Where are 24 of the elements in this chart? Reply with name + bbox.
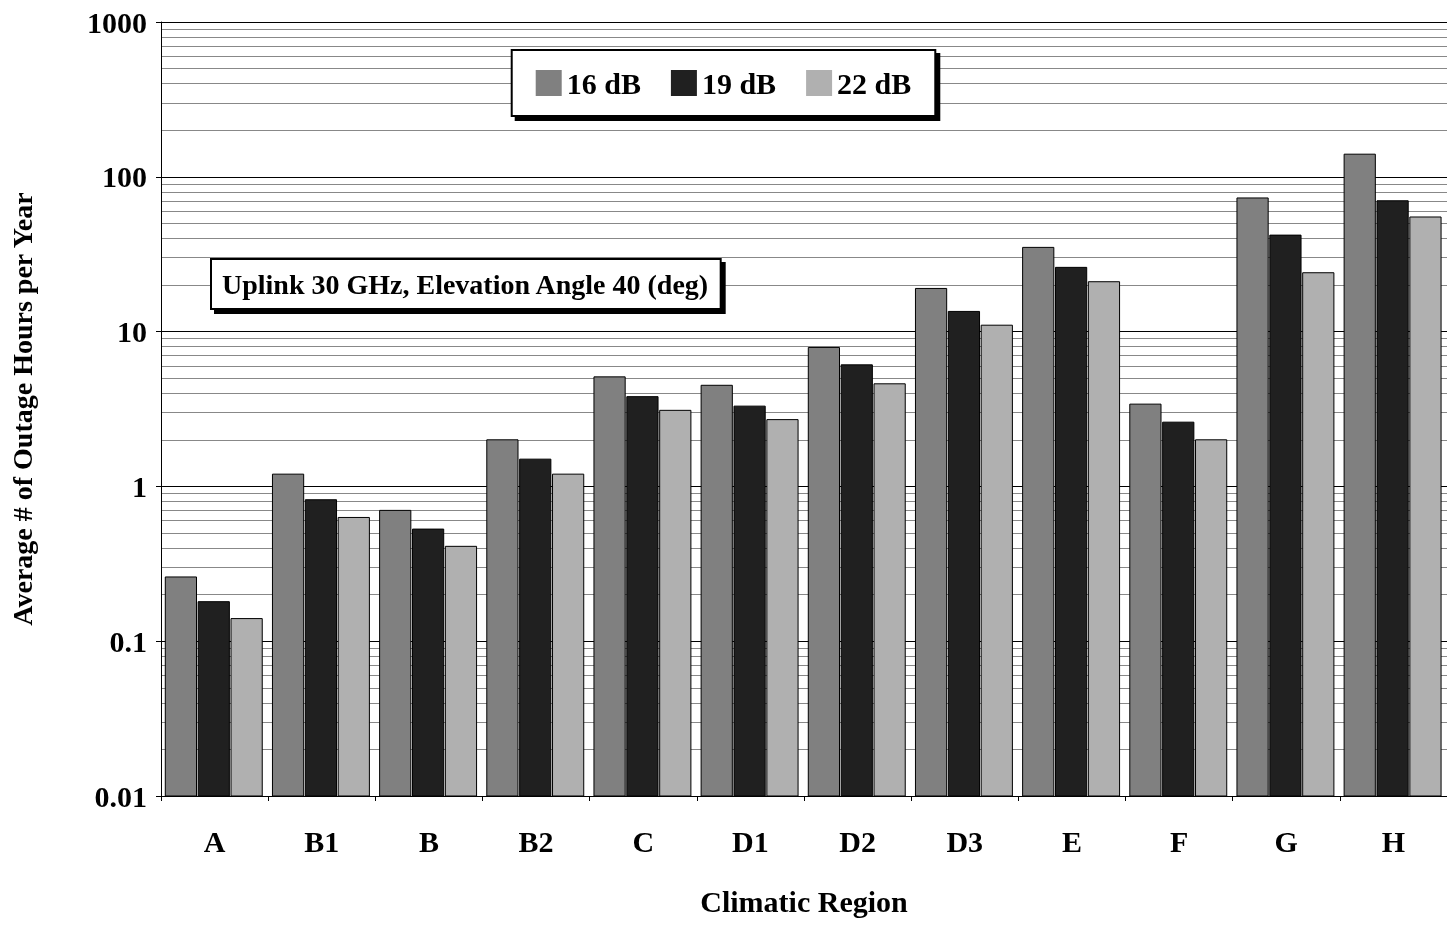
y-axis-title: Average # of Outage Hours per Year bbox=[6, 192, 38, 626]
x-tick-label: D1 bbox=[732, 824, 769, 858]
y-tick-label: 0.1 bbox=[109, 624, 147, 658]
x-tick-label: D2 bbox=[839, 824, 876, 858]
x-tick-label: D3 bbox=[946, 824, 984, 858]
x-tick-label: B bbox=[418, 824, 439, 858]
x-tick-label: G bbox=[1274, 824, 1298, 858]
x-tick-label: H bbox=[1381, 824, 1406, 858]
x-axis-title: Climatic Region bbox=[700, 884, 909, 918]
x-tick-label: E bbox=[1061, 824, 1082, 858]
x-tick-label: B2 bbox=[518, 824, 554, 858]
y-tick-label: 1 bbox=[132, 469, 147, 503]
legend-label: 16 dB bbox=[566, 66, 641, 100]
x-tick-label: C bbox=[632, 824, 655, 858]
x-tick-label: A bbox=[203, 824, 226, 858]
x-tick-label: B1 bbox=[304, 824, 340, 858]
y-tick-label: 0.01 bbox=[94, 779, 147, 813]
annotation: Uplink 30 GHz, Elevation Angle 40 (deg) bbox=[222, 268, 709, 300]
x-tick-label: F bbox=[1169, 824, 1189, 858]
legend-label: 22 dB bbox=[837, 66, 912, 100]
y-tick-label: 10 bbox=[117, 315, 147, 349]
y-tick-label: 1000 bbox=[87, 5, 147, 39]
legend-label: 19 dB bbox=[701, 66, 777, 100]
y-tick-label: 100 bbox=[102, 160, 147, 194]
